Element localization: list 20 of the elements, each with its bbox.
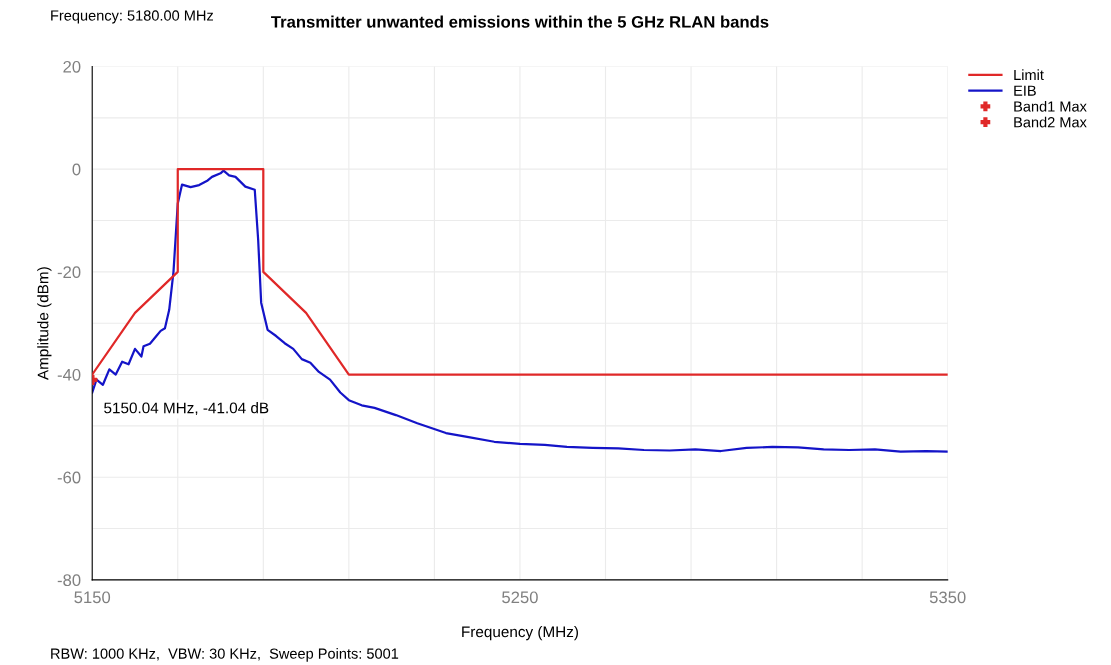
y-axis-title: Amplitude (dBm)	[37, 267, 52, 381]
y-tick-label: -60	[57, 471, 81, 484]
x-tick-label: 5350	[929, 591, 966, 604]
legend-label: Band1 Max	[1014, 100, 1087, 112]
y-tick-label: -20	[57, 266, 81, 279]
line-series	[92, 169, 948, 453]
x-axis-title: Frequency (MHz)	[462, 625, 578, 641]
chart-title: Transmitter unwanted emissions within the 5 GHz RLAN bands	[271, 15, 769, 28]
y-tick-label: -40	[57, 368, 81, 381]
legend-label: Limit	[1014, 69, 1044, 81]
legend-label: EIB	[1014, 85, 1036, 96]
legend-label: Band2 Max	[1014, 116, 1087, 128]
text: Frequency: 5180.00 MHz	[51, 10, 214, 24]
y-tick-label: -80	[57, 574, 81, 587]
annotation: 5150.04 MHz, -41.04 dB	[104, 402, 269, 416]
text: RBW: 1000 KHz, VBW: 30 KHz, Sweep Points: 5001	[51, 648, 399, 662]
x-tick-label: 5150	[74, 591, 111, 604]
y-tick-label: 0	[72, 163, 81, 176]
y-tick-label: 20	[63, 60, 81, 73]
x-tick-label: 5250	[502, 591, 538, 604]
